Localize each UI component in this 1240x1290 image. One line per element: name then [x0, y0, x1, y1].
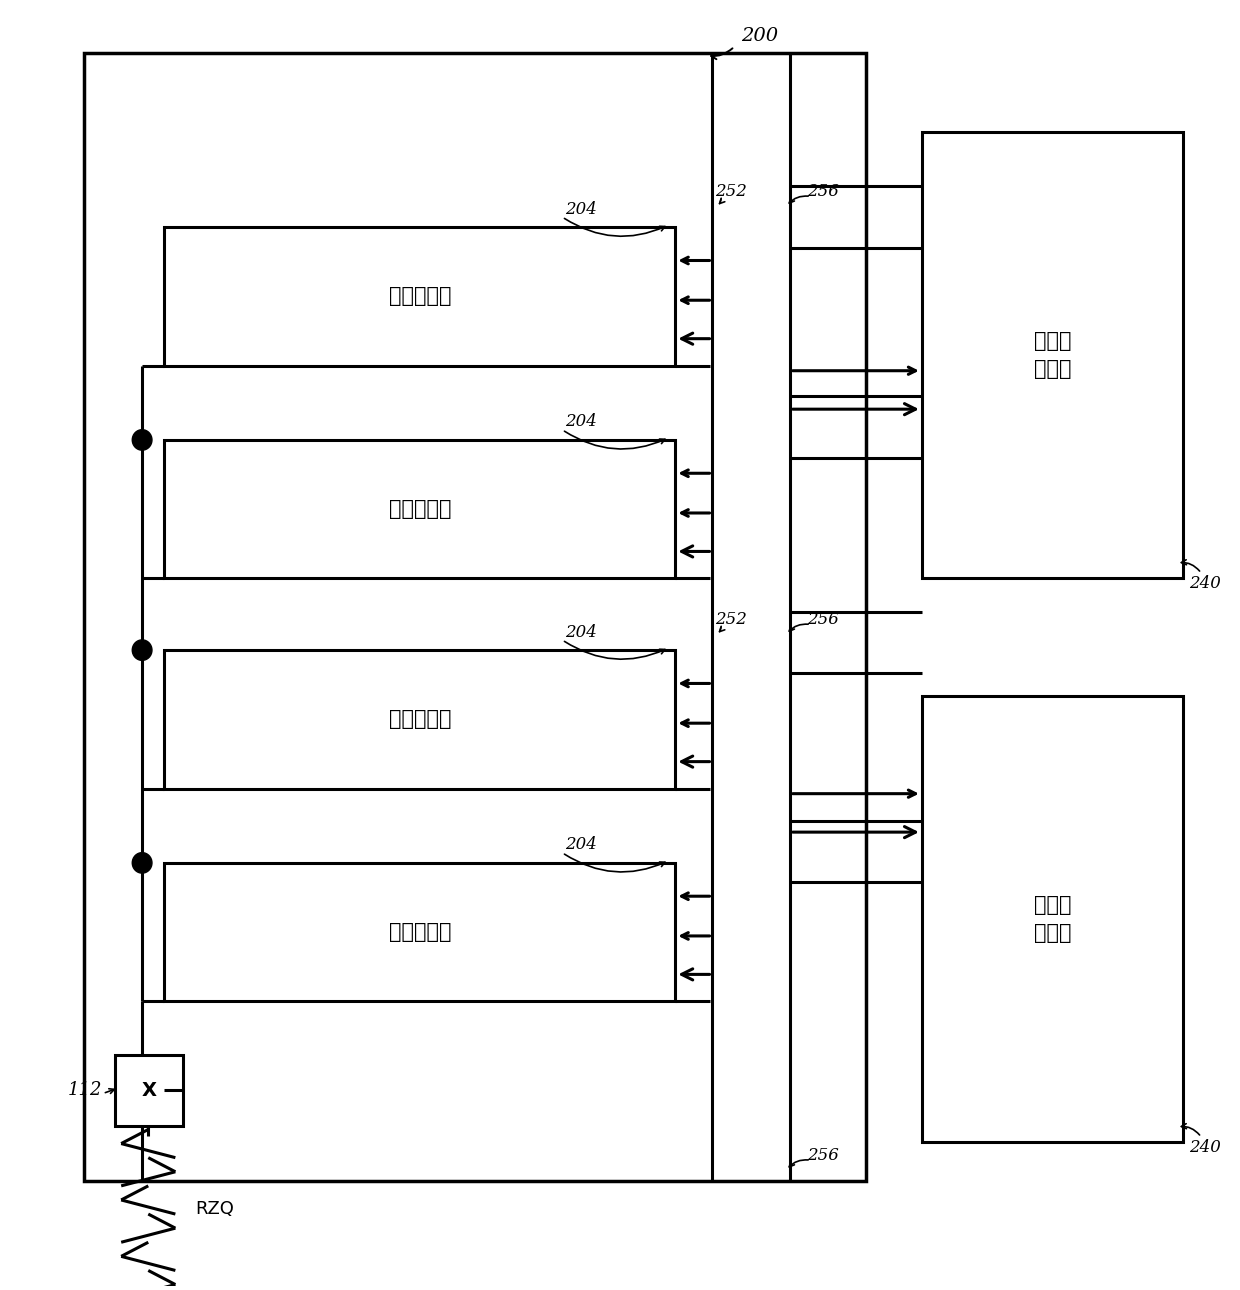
Bar [164, 440, 676, 578]
Bar [164, 227, 676, 365]
Text: 204: 204 [564, 836, 596, 854]
Text: 256: 256 [807, 183, 839, 200]
Text: 204: 204 [564, 414, 596, 431]
Text: 半导体装置: 半导体装置 [388, 710, 451, 729]
Text: 204: 204 [564, 623, 596, 641]
Circle shape [133, 640, 153, 660]
Bar [921, 133, 1183, 578]
Circle shape [133, 430, 153, 450]
Text: 252: 252 [714, 183, 746, 200]
Bar [164, 863, 676, 1001]
Text: 存储器
控制器: 存储器 控制器 [1034, 332, 1071, 379]
Text: 半导体装置: 半导体装置 [388, 922, 451, 942]
Text: 112: 112 [68, 1081, 103, 1099]
Text: 240: 240 [1189, 1139, 1221, 1156]
Text: 200: 200 [740, 27, 777, 45]
Bar [921, 697, 1183, 1142]
Text: 252: 252 [714, 611, 746, 628]
Circle shape [133, 853, 153, 873]
Text: 256: 256 [807, 1147, 839, 1164]
Bar [164, 650, 676, 788]
Text: 存储器
控制器: 存储器 控制器 [1034, 895, 1071, 943]
Text: 240: 240 [1189, 575, 1221, 592]
Text: 204: 204 [564, 201, 596, 218]
Text: 256: 256 [807, 611, 839, 628]
Text: 半导体装置: 半导体装置 [388, 499, 451, 519]
Bar [115, 1055, 182, 1126]
Text: RZQ: RZQ [195, 1200, 234, 1218]
Text: 半导体装置: 半导体装置 [388, 286, 451, 307]
Bar [84, 53, 867, 1180]
Text: X: X [141, 1081, 156, 1100]
